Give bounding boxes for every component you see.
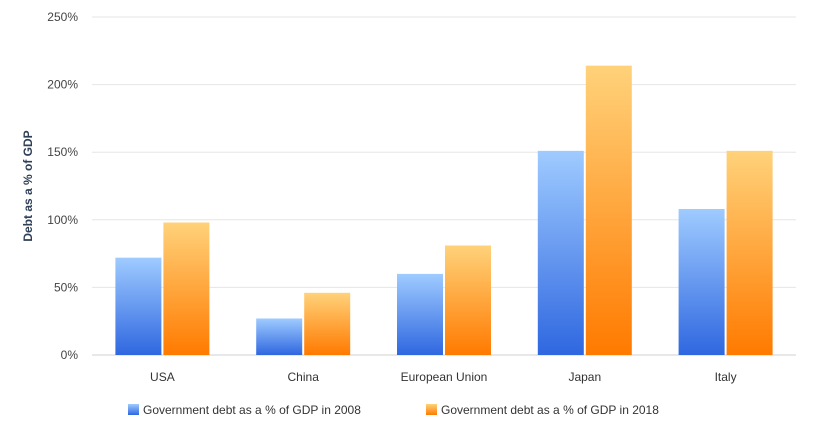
bar-european-union-series-1	[445, 245, 491, 355]
y-axis-ticks: 0% 50% 100% 150% 200% 250%	[47, 10, 78, 362]
y-tick-label: 200%	[47, 78, 78, 92]
bar-china-series-1	[304, 292, 351, 355]
legend-item-2018: Government debt as a % of GDP in 2018	[426, 403, 659, 417]
legend-swatch-2008	[128, 404, 139, 415]
legend-item-2008: Government debt as a % of GDP in 2008	[128, 403, 361, 417]
y-tick-label: 50%	[54, 280, 78, 294]
legend-label-2018: Government debt as a % of GDP in 2018	[441, 403, 659, 417]
x-tick-label: European Union	[401, 370, 488, 384]
x-tick-label: Italy	[715, 370, 737, 384]
bar-china-series-0	[256, 318, 303, 355]
x-tick-label: USA	[150, 370, 175, 384]
bar-usa-series-1	[163, 222, 210, 355]
legend-swatch-2018	[426, 404, 437, 415]
x-tick-label: China	[288, 370, 320, 384]
legend: Government debt as a % of GDP in 2008 Go…	[128, 403, 659, 417]
y-axis-title: Debt as a % of GDP	[21, 130, 35, 241]
bars	[115, 65, 773, 355]
bar-european-union-series-0	[397, 273, 443, 355]
x-axis-ticks: USA China European Union Japan Italy	[150, 370, 737, 384]
bar-japan-series-0	[537, 150, 584, 355]
legend-label-2008: Government debt as a % of GDP in 2008	[143, 403, 361, 417]
y-tick-label: 150%	[47, 145, 78, 159]
bar-japan-series-1	[585, 65, 632, 355]
bar-italy-series-0	[678, 208, 725, 355]
bar-italy-series-1	[726, 150, 773, 355]
x-tick-label: Japan	[568, 370, 601, 384]
y-tick-label: 0%	[61, 348, 79, 362]
bar-usa-series-0	[115, 257, 162, 355]
y-tick-label: 250%	[47, 10, 78, 24]
y-tick-label: 100%	[47, 213, 78, 227]
